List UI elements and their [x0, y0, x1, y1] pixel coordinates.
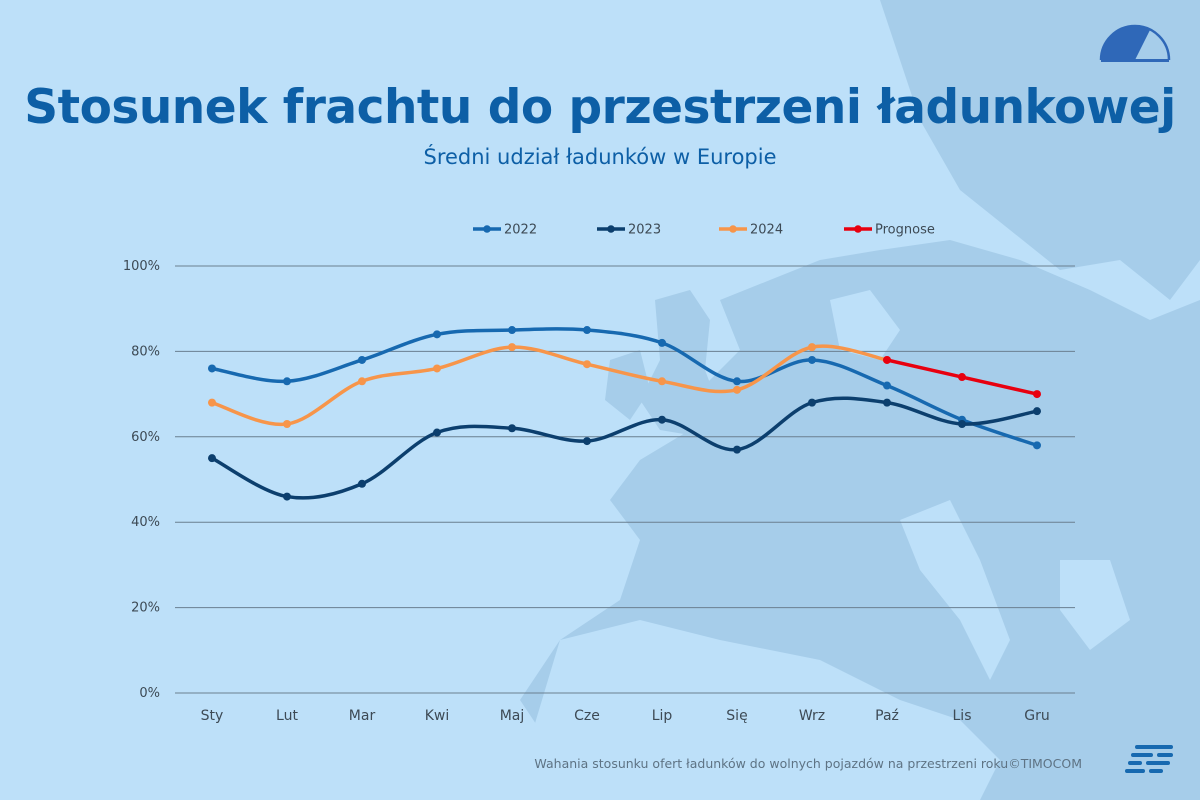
- y-axis-ticks: 0% 20% 40% 60% 80% 100%: [123, 259, 160, 701]
- data-point-2024: [658, 377, 666, 386]
- data-point-2022: [808, 355, 816, 364]
- legend-label: 2022: [504, 223, 537, 238]
- legend-marker: [607, 225, 615, 233]
- data-point-2022: [508, 326, 516, 335]
- legend-label: 2024: [750, 223, 783, 238]
- x-tick-label: Wrz: [799, 708, 825, 724]
- data-point-2024: [433, 364, 441, 373]
- y-tick-label: 100%: [123, 259, 160, 274]
- series-line-2023: [210, 396, 1039, 500]
- data-point-2023: [433, 428, 441, 437]
- y-tick-label: 40%: [131, 515, 160, 530]
- data-point-prognose: [1033, 390, 1041, 399]
- data-point-2024: [508, 343, 516, 352]
- y-tick-label: 60%: [131, 430, 160, 445]
- data-point-2022: [283, 377, 291, 386]
- data-point-2024: [208, 398, 216, 407]
- x-tick-label: Mar: [349, 708, 376, 724]
- legend-label: 2023: [628, 223, 661, 238]
- data-point-2024: [283, 419, 291, 428]
- data-point-2024: [733, 385, 741, 394]
- legend-marker: [854, 225, 862, 233]
- data-point-2023: [358, 479, 366, 488]
- data-point-2022: [1033, 441, 1041, 450]
- timocom-logo-icon: [1125, 745, 1173, 773]
- grid-lines: [175, 265, 1075, 694]
- data-point-prognose: [958, 373, 966, 382]
- data-point-2023: [1033, 407, 1041, 416]
- x-tick-label: Kwi: [425, 708, 450, 724]
- legend-label: Prognose: [875, 223, 935, 238]
- series-lines: [208, 326, 1041, 501]
- data-point-2022: [658, 338, 666, 347]
- data-point-2023: [733, 445, 741, 454]
- x-tick-label: Lis: [953, 708, 972, 724]
- y-tick-label: 0%: [139, 686, 160, 701]
- data-point-2023: [958, 419, 966, 428]
- source-footnote: Wahania stosunku ofert ładunków do wolny…: [534, 756, 1082, 771]
- data-point-2024: [358, 377, 366, 386]
- data-point-2024: [583, 360, 591, 369]
- x-tick-label: Lip: [652, 708, 673, 724]
- data-point-2022: [358, 355, 366, 364]
- legend-marker: [729, 225, 737, 233]
- data-point-2023: [808, 398, 816, 407]
- x-tick-label: Paź: [875, 708, 899, 724]
- series-line-2024: [210, 344, 889, 427]
- x-tick-label: Się: [726, 708, 747, 724]
- x-axis-ticks: Sty Lut Mar Kwi Maj Cze Lip Się Wrz Paź Lis Gru: [201, 708, 1050, 724]
- x-tick-label: Sty: [201, 708, 224, 724]
- data-point-2023: [283, 492, 291, 501]
- x-tick-label: Gru: [1024, 708, 1049, 724]
- x-tick-label: Cze: [574, 708, 600, 724]
- data-point-2022: [583, 326, 591, 335]
- gauge-icon: [1099, 24, 1171, 62]
- x-tick-label: Lut: [276, 708, 298, 724]
- x-tick-label: Maj: [500, 708, 525, 724]
- chart-subtitle: Średni udział ładunków w Europie: [423, 145, 777, 169]
- data-point-2022: [883, 381, 891, 390]
- y-tick-label: 20%: [131, 601, 160, 616]
- data-point-2022: [733, 377, 741, 386]
- data-point-2022: [208, 364, 216, 373]
- data-point-2023: [508, 424, 516, 433]
- chart-title: Stosunek frachtu do przestrzeni ładunkow…: [24, 80, 1176, 135]
- legend-marker: [483, 225, 491, 233]
- legend: 2022 2023 2024 Prognose: [473, 223, 935, 238]
- data-point-2023: [883, 398, 891, 407]
- data-point-2023: [208, 454, 216, 463]
- data-point-prognose: [883, 355, 891, 364]
- data-point-2023: [658, 415, 666, 424]
- y-tick-label: 80%: [131, 344, 160, 359]
- data-point-2024: [808, 343, 816, 352]
- data-point-2023: [583, 437, 591, 446]
- data-point-2022: [433, 330, 441, 339]
